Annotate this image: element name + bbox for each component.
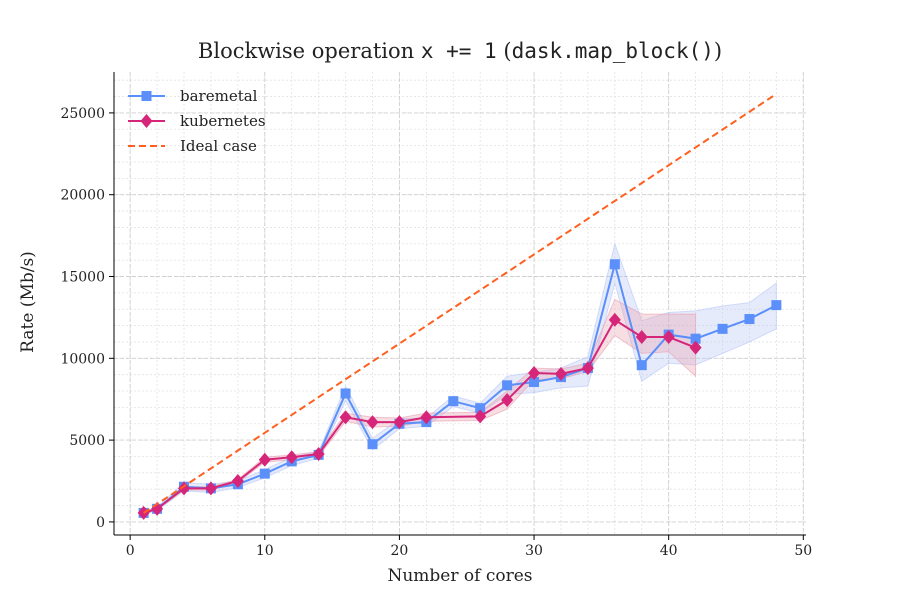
title-part: ) (714, 39, 722, 63)
kubernetes-point (528, 366, 541, 381)
kubernetes-point (501, 393, 514, 408)
ideal-case-line (143, 93, 777, 514)
title-part: ( (497, 39, 512, 63)
baremetal-point (717, 323, 728, 334)
kubernetes-point (393, 415, 406, 430)
baremetal-point (340, 388, 351, 399)
legend-kubernetes-label: kubernetes (180, 112, 266, 130)
y-tick-label: 25000 (60, 106, 105, 122)
kubernetes-point (231, 474, 244, 489)
title-code: dask.map_block() (512, 39, 714, 63)
x-tick-label: 50 (794, 543, 812, 559)
kubernetes-point (554, 366, 567, 381)
baremetal-point (367, 439, 378, 450)
x-tick-label: 20 (391, 543, 409, 559)
kubernetes-point (285, 450, 298, 465)
y-tick-label: 15000 (60, 270, 105, 286)
x-axis-label: Number of cores (387, 566, 532, 586)
y-tick-label: 0 (96, 515, 105, 531)
legend: baremetal kubernetes Ideal case (128, 87, 266, 155)
chart-title: Blockwise operation x += 1 (dask.map_blo… (198, 39, 722, 63)
y-tick-label: 5000 (69, 433, 105, 449)
kubernetes-point (474, 409, 487, 424)
kubernetes-point (662, 330, 675, 345)
baremetal-point (529, 377, 540, 388)
y-tick-label: 20000 (60, 188, 105, 204)
axes: 0 10 20 30 40 50 0 5000 10000 15000 20000 25000 (60, 72, 812, 559)
baremetal-point (636, 360, 647, 371)
kubernetes-band (143, 298, 697, 515)
baremetal-band (143, 242, 777, 516)
y-tick-label: 10000 (60, 351, 105, 367)
y-axis-label: Rate (Mb/s) (18, 251, 38, 353)
kubernetes-point (178, 481, 191, 496)
baremetal-point (744, 314, 755, 325)
x-tick-label: 0 (126, 543, 135, 559)
kubernetes-point (608, 312, 621, 327)
confidence-bands (143, 242, 777, 516)
legend-ideal-case-label: Ideal case (180, 137, 257, 155)
baremetal-point (475, 403, 486, 414)
baremetal-point (690, 333, 701, 344)
kubernetes-point (420, 410, 433, 425)
legend-kubernetes-marker (140, 114, 153, 128)
baremetal-point (502, 380, 513, 391)
title-part: Blockwise operation (198, 39, 421, 63)
series-lines (137, 93, 782, 520)
kubernetes-point (258, 452, 271, 467)
kubernetes-point (312, 447, 325, 462)
baremetal-point (259, 468, 270, 479)
baremetal-point (609, 259, 620, 270)
x-tick-label: 40 (660, 543, 678, 559)
x-tick-label: 30 (525, 543, 543, 559)
kubernetes-point (204, 481, 217, 496)
kubernetes-point (635, 330, 648, 345)
kubernetes-point (339, 410, 352, 425)
kubernetes-point (581, 361, 594, 376)
x-tick-label: 10 (256, 543, 274, 559)
baremetal-point (448, 396, 459, 407)
kubernetes-point (366, 415, 379, 430)
kubernetes-point (689, 340, 702, 355)
legend-baremetal-marker (141, 91, 152, 101)
title-code: x += 1 (421, 39, 497, 63)
legend-baremetal-label: baremetal (180, 87, 258, 105)
baremetal-point (771, 300, 782, 311)
